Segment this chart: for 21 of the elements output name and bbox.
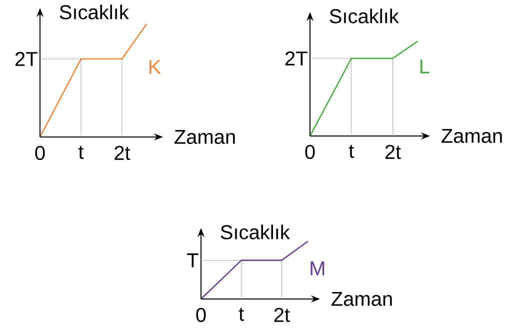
ref-line-label: 2T (285, 51, 308, 66)
ref-line-label: T (187, 253, 198, 268)
y-axis-title: Sıcaklık (220, 224, 290, 240)
x-axis-title: Zaman (174, 130, 235, 144)
series-label: L (420, 60, 430, 74)
y-axis-title: Sıcaklık (60, 4, 129, 20)
x-tick-label: 0 (196, 308, 206, 322)
y-axis-title: Sıcaklık (330, 8, 399, 24)
series-label: M (310, 262, 324, 276)
x-tick-label: t (78, 146, 84, 159)
x-tick-label: t (238, 308, 244, 321)
x-axis-title: Zaman (332, 292, 392, 306)
x-tick-label: 2t (385, 144, 401, 159)
ref-line-label: 2T (15, 52, 38, 66)
series-label: K (149, 60, 161, 74)
x-tick-label: 2t (274, 308, 290, 322)
x-tick-label: 0 (35, 146, 45, 160)
x-tick-label: 2t (114, 146, 130, 160)
x-tick-label: 0 (305, 144, 315, 160)
x-axis-title: Zaman (441, 129, 502, 143)
x-tick-label: t (348, 144, 354, 158)
